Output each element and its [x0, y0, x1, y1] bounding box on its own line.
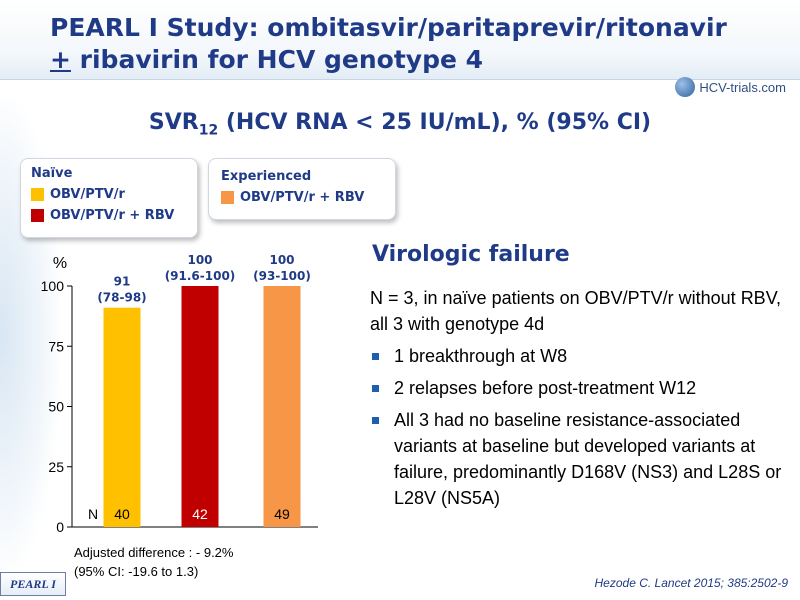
- list-item-text: All 3 had no baseline resistance-associa…: [394, 410, 782, 508]
- bar-ci-label: (93-100): [253, 269, 311, 283]
- bar-value-label: 91: [114, 275, 131, 289]
- note-line-2: (95% CI: -19.6 to 1.3): [74, 564, 199, 579]
- bar-ci-label: (91.6-100): [165, 269, 236, 283]
- y-tick-label: 50: [48, 399, 64, 415]
- bar-ci-label: (78-98): [97, 291, 146, 305]
- list-item-text: 2 relapses before post-treatment W12: [394, 378, 697, 398]
- hcv-trials-logo: HCV-trials.com: [675, 76, 786, 98]
- bar-n-label: 42: [192, 506, 208, 522]
- subtitle-rest: (HCV RNA < 25 IU/mL), % (95% CI): [218, 110, 652, 135]
- y-tick-label: 75: [48, 338, 64, 354]
- legend-experienced: Experienced OBV/PTV/r + RBV: [208, 158, 396, 220]
- bullet-square-icon: [372, 385, 379, 392]
- n-row-label: N: [88, 506, 98, 522]
- title-line-1: PEARL I Study: ombitasvir/paritaprevir/r…: [50, 13, 727, 42]
- y-tick-label: 25: [48, 459, 64, 475]
- adjusted-difference-note: Adjusted difference : - 9.2% (95% CI: -1…: [74, 543, 233, 581]
- legend-experienced-header: Experienced: [221, 169, 312, 184]
- chart-subtitle: SVR12 (HCV RNA < 25 IU/mL), % (95% CI): [0, 110, 800, 138]
- subtitle-svr: SVR: [148, 110, 199, 135]
- legend-label: OBV/PTV/r: [50, 187, 125, 202]
- virologic-list: 1 breakthrough at W8 2 relapses before p…: [370, 343, 790, 511]
- legend-label: OBV/PTV/r + RBV: [240, 190, 365, 205]
- legend-item: OBV/PTV/r + RBV: [31, 205, 187, 226]
- bar-n-label: 49: [274, 506, 290, 522]
- legend-naive-header: Naïve: [31, 166, 73, 181]
- list-item-text: 1 breakthrough at W8: [394, 346, 568, 366]
- logo-text: HCV-trials.com: [699, 79, 786, 95]
- legend-label: OBV/PTV/r + RBV: [50, 208, 175, 223]
- bar-n-label: 40: [114, 506, 130, 522]
- title-line-2: + ribavirin for HCV genotype 4: [50, 44, 780, 76]
- bar: [181, 286, 219, 527]
- y-tick-label: 100: [41, 278, 65, 294]
- note-line-1: Adjusted difference : - 9.2%: [74, 545, 234, 560]
- virologic-intro: N = 3, in naïve patients on OBV/PTV/r wi…: [370, 288, 782, 334]
- list-item: 1 breakthrough at W8: [370, 343, 790, 369]
- legend-swatch: [31, 188, 44, 201]
- y-tick-label: 0: [56, 519, 64, 535]
- list-item: All 3 had no baseline resistance-associa…: [370, 407, 790, 511]
- legend-item: OBV/PTV/r: [31, 184, 187, 205]
- bullet-square-icon: [372, 417, 379, 424]
- legend-item: OBV/PTV/r + RBV: [221, 187, 383, 208]
- virologic-failure-title: Virologic failure: [372, 242, 570, 267]
- reference-citation: Hezode C. Lancet 2015; 385:2502-9: [594, 576, 788, 590]
- y-axis-label: %: [53, 255, 67, 272]
- study-badge: PEARL I: [0, 572, 66, 596]
- bar-value-label: 100: [269, 253, 294, 267]
- title-line-2-text: ribavirin for HCV genotype 4: [70, 45, 484, 74]
- subtitle-sub: 12: [198, 122, 219, 139]
- legend-naive: Naïve OBV/PTV/r OBV/PTV/r + RBV: [20, 158, 198, 238]
- slide-title: PEARL I Study: ombitasvir/paritaprevir/r…: [50, 12, 780, 76]
- bar: [263, 286, 301, 527]
- plus-sign: +: [50, 45, 71, 74]
- list-item: 2 relapses before post-treatment W12: [370, 375, 790, 401]
- bar: [103, 307, 141, 527]
- legend-swatch: [221, 191, 234, 204]
- globe-icon: [675, 77, 696, 97]
- legend-swatch: [31, 209, 44, 222]
- virologic-failure-body: N = 3, in naïve patients on OBV/PTV/r wi…: [370, 285, 790, 517]
- bullet-square-icon: [372, 353, 379, 360]
- title-bar: PEARL I Study: ombitasvir/paritaprevir/r…: [0, 0, 800, 80]
- bar-value-label: 100: [187, 253, 212, 267]
